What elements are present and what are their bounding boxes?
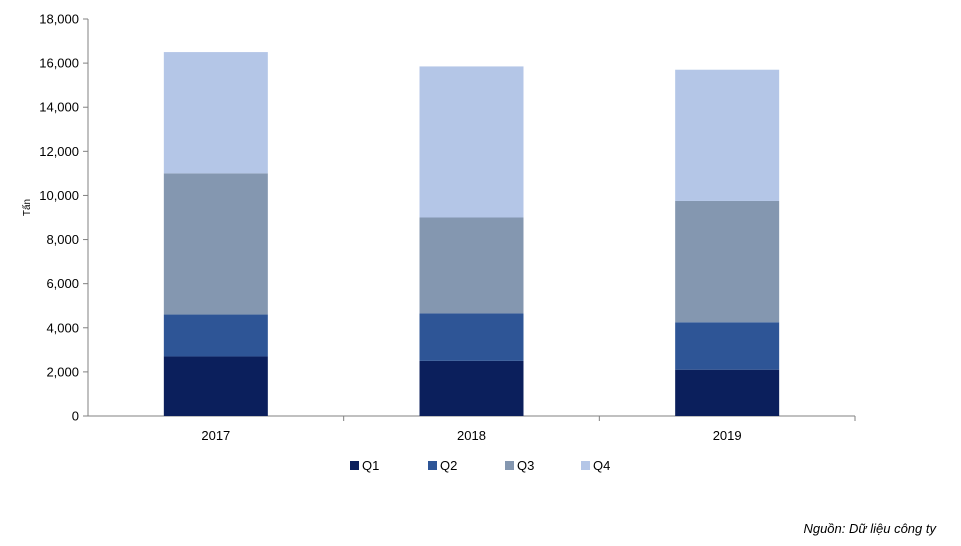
- x-tick-label: 2019: [713, 428, 742, 443]
- bar-segment-q2-2017: [163, 314, 268, 357]
- y-tick-label: 4,000: [46, 320, 79, 335]
- y-tick-label: 8,000: [46, 232, 79, 247]
- legend-swatch-q1: [350, 461, 359, 470]
- bar-segment-q4-2017: [163, 52, 268, 174]
- legend-label-q4: Q4: [593, 458, 610, 473]
- legend-swatch-q4: [581, 461, 590, 470]
- y-tick-label: 6,000: [46, 276, 79, 291]
- legend-label-q3: Q3: [517, 458, 534, 473]
- bar-segment-q1-2019: [675, 369, 780, 416]
- legend-label-q2: Q2: [440, 458, 457, 473]
- bar-segment-q1-2017: [163, 356, 268, 416]
- bar-segment-q2-2019: [675, 322, 780, 370]
- y-tick-label: 10,000: [39, 188, 79, 203]
- bar-segment-q2-2018: [419, 313, 524, 361]
- bar-segment-q3-2018: [419, 217, 524, 314]
- bar-segment-q4-2018: [419, 66, 524, 218]
- legend-label-q1: Q1: [362, 458, 379, 473]
- y-tick-label: 14,000: [39, 100, 79, 115]
- y-tick-label: 0: [72, 409, 79, 424]
- x-tick-label: 2017: [201, 428, 230, 443]
- bar-segment-q1-2018: [419, 360, 524, 416]
- y-tick-label: 18,000: [39, 12, 79, 27]
- bar-segment-q3-2019: [675, 200, 780, 323]
- y-tick-label: 16,000: [39, 56, 79, 71]
- bar-segment-q4-2019: [675, 69, 780, 201]
- y-tick-label: 2,000: [46, 364, 79, 379]
- legend-swatch-q2: [428, 461, 437, 470]
- x-tick-label: 2018: [457, 428, 486, 443]
- source-note: Nguồn: Dữ liệu công ty: [803, 521, 936, 536]
- y-axis-label: Tấn: [21, 199, 33, 216]
- y-tick-label: 12,000: [39, 144, 79, 159]
- legend-swatch-q3: [505, 461, 514, 470]
- bar-segment-q3-2017: [163, 173, 268, 315]
